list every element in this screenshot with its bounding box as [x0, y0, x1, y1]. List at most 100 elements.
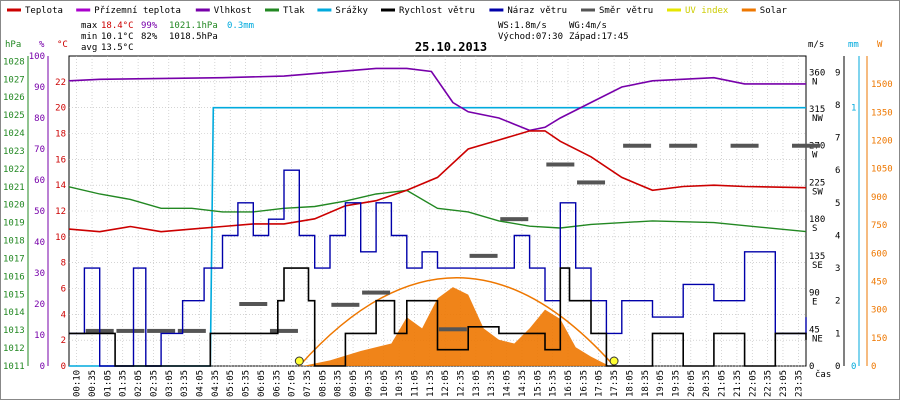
time-tick: 17:05	[595, 370, 605, 397]
c-tick: 10	[55, 233, 66, 243]
time-tick: 10:35	[395, 370, 405, 397]
wind-direction-mark	[177, 328, 206, 333]
dir-tick: 45	[809, 325, 820, 335]
pct-unit: %	[39, 40, 45, 50]
wind-direction-mark	[577, 180, 606, 185]
info-ws: WS:1.8m/s	[498, 21, 547, 31]
time-tick: 08:05	[318, 370, 328, 397]
time-tick: 02:05	[134, 370, 144, 397]
w-tick: 1500	[871, 80, 893, 90]
ms-tick: 8	[835, 101, 840, 111]
time-tick: 15:35	[549, 370, 559, 397]
time-tick: 12:35	[457, 370, 467, 397]
wind-direction-mark	[147, 328, 176, 333]
time-tick: 18:35	[641, 370, 651, 397]
pct-tick: 90	[34, 83, 45, 93]
time-tick: 05:35	[242, 370, 252, 397]
pct-tick: 80	[34, 114, 45, 124]
time-tick: 03:35	[180, 370, 190, 397]
pct-tick: 10	[34, 331, 45, 341]
stats-rain: 0.3mm	[227, 21, 254, 31]
time-tick: 05:05	[226, 370, 236, 397]
wind-direction-mark	[331, 302, 360, 307]
ms-tick: 7	[835, 134, 840, 144]
hpa-tick: 1028	[3, 57, 25, 67]
w-tick: 1050	[871, 165, 893, 175]
ms-tick: 4	[835, 231, 840, 241]
time-tick: 13:05	[472, 370, 482, 397]
c-tick: 6	[61, 285, 66, 295]
info-sunrise: Východ:07:30	[498, 32, 563, 42]
dir-tick: 135	[809, 252, 825, 262]
pct-tick: 70	[34, 145, 45, 155]
wind-direction-mark	[469, 253, 498, 258]
ms-tick: 9	[835, 68, 840, 78]
time-tick: 09:05	[349, 370, 359, 397]
legend-label: Přízemní teplota	[94, 6, 181, 16]
series-temperature	[68, 130, 807, 233]
wind-direction-mark	[623, 143, 652, 148]
legend-label: UV index	[685, 6, 729, 16]
time-tick: 06:05	[257, 370, 267, 397]
time-tick: 02:35	[149, 370, 159, 397]
hpa-tick: 1026	[3, 93, 25, 103]
c-tick: 2	[61, 336, 66, 346]
time-unit: čas	[815, 369, 831, 380]
legend-label: Teplota	[25, 6, 63, 16]
time-tick: 01:35	[119, 370, 129, 397]
hpa-tick: 1024	[3, 129, 25, 139]
w-tick: 600	[871, 249, 887, 259]
hpa-tick: 1025	[3, 111, 25, 121]
time-tick: 00:10	[73, 370, 83, 397]
time-tick: 01:05	[103, 370, 113, 397]
c-tick: 12	[55, 207, 66, 217]
solar-theoretical-curve	[298, 277, 615, 367]
dir-tick-name: E	[812, 298, 817, 308]
mm-tick: 1	[851, 104, 856, 114]
hpa-tick: 1018	[3, 237, 25, 247]
dir-tick: 0	[809, 362, 814, 372]
ms-tick: 6	[835, 166, 840, 176]
mm-tick: 0	[851, 362, 856, 372]
stats-max-press: 1021.1hPa	[169, 21, 218, 31]
w-unit: W	[877, 40, 883, 50]
wind-direction-mark	[730, 143, 759, 148]
dir-tick: 180	[809, 215, 825, 225]
hpa-tick: 1027	[3, 75, 25, 85]
hpa-tick: 1016	[3, 272, 25, 282]
time-tick: 21:35	[733, 370, 743, 397]
stats-max-hum: 99%	[141, 21, 158, 31]
time-tick: 04:35	[211, 370, 221, 397]
wind-direction-mark	[546, 162, 575, 167]
c-tick: 16	[55, 155, 66, 165]
ms-tick: 3	[835, 264, 840, 274]
time-tick: 03:05	[165, 370, 175, 397]
c-tick: 8	[61, 259, 66, 269]
dir-tick-name: SW	[812, 187, 823, 197]
time-tick: 15:05	[533, 370, 543, 397]
time-tick: 13:35	[487, 370, 497, 397]
time-tick: 23:35	[794, 370, 804, 397]
time-tick: 21:05	[718, 370, 728, 397]
sunrise-marker	[294, 356, 304, 366]
dir-tick: 360	[809, 68, 825, 78]
time-tick: 06:35	[272, 370, 282, 397]
series-wind-speed	[69, 267, 807, 367]
time-tick: 20:05	[687, 370, 697, 397]
dir-tick: 225	[809, 178, 825, 188]
time-tick: 07:05	[288, 370, 298, 397]
hpa-tick: 1013	[3, 326, 25, 336]
w-tick: 900	[871, 193, 887, 203]
w-tick: 1350	[871, 108, 893, 118]
w-tick: 1200	[871, 137, 893, 147]
hpa-tick: 1015	[3, 290, 25, 300]
wind-direction-mark	[116, 328, 145, 333]
stats-avg-temp: 13.5°C	[101, 43, 134, 53]
c-tick: 14	[55, 181, 66, 191]
hpa-tick: 1011	[3, 362, 25, 372]
pct-tick: 40	[34, 238, 45, 248]
time-tick: 09:35	[364, 370, 374, 397]
c-tick: 20	[55, 104, 66, 114]
